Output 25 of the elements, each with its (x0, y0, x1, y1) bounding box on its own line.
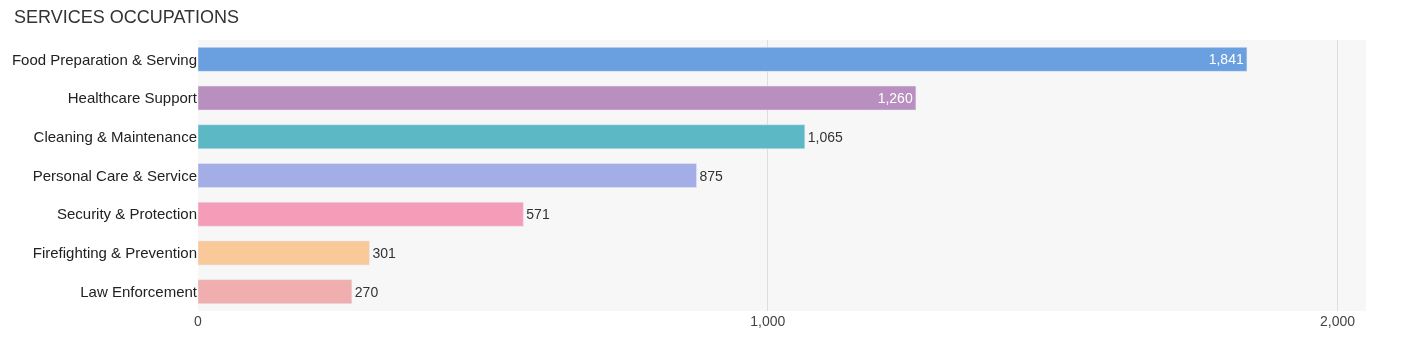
x-tick-label: 1,000 (750, 313, 786, 329)
data-label: 301 (372, 244, 397, 261)
chart-title: SERVICES OCCUPATIONS (14, 6, 240, 27)
y-tick-label: Healthcare Support (67, 89, 198, 107)
y-tick-label: Security & Protection (56, 205, 197, 223)
bar (198, 47, 1248, 72)
data-label: 1,841 (1208, 51, 1244, 68)
y-tick-label: Firefighting & Prevention (32, 244, 197, 262)
y-tick-label: Food Preparation & Serving (11, 50, 197, 68)
data-label: 1,260 (877, 90, 913, 107)
data-label: 270 (354, 283, 379, 300)
x-tick-label: 0 (194, 313, 203, 329)
bar (198, 163, 697, 188)
bar (198, 240, 370, 266)
bar (198, 124, 806, 150)
bar (198, 279, 353, 304)
data-label: 875 (699, 167, 724, 184)
bar (198, 201, 524, 227)
y-tick-label: Cleaning & Maintenance (33, 128, 197, 146)
bar (198, 85, 917, 111)
y-tick-label: Law Enforcement (80, 282, 198, 300)
x-tick-label: 2,000 (1319, 313, 1356, 329)
data-label: 571 (526, 206, 550, 223)
y-tick-label: Personal Care & Service (32, 166, 197, 184)
data-label: 1,065 (807, 128, 844, 145)
